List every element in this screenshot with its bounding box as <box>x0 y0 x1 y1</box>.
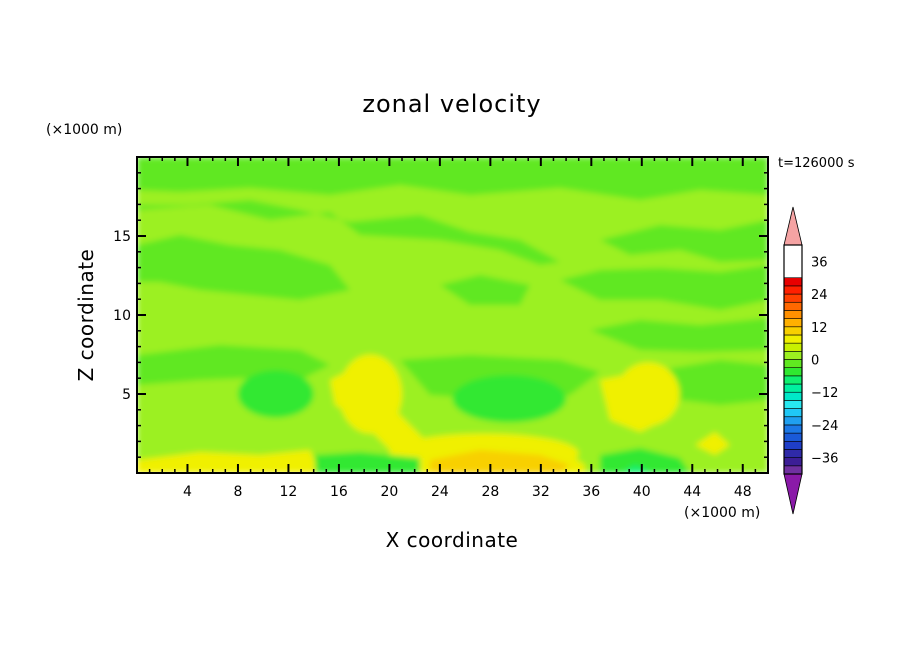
chart-title: zonal velocity <box>362 90 541 118</box>
colorbar-tick-label: 12 <box>811 321 828 336</box>
y-tick-label: 15 <box>113 229 131 245</box>
colorbar-segment <box>783 334 803 344</box>
colorbar-segment <box>783 293 803 303</box>
field-band-5 <box>560 265 768 310</box>
field-band-4 <box>600 220 768 262</box>
x-tick-label: 20 <box>380 484 398 500</box>
colorbar-tick-label: 36 <box>811 255 828 270</box>
colorbar-segment <box>783 465 803 475</box>
colorbar-segment <box>783 359 803 368</box>
field-east-bump <box>600 372 670 432</box>
colorbar-segment <box>783 416 803 426</box>
colorbar-segment <box>783 277 803 287</box>
x-tick-label: 36 <box>582 484 600 500</box>
colorbar-segment <box>783 301 803 311</box>
colorbar-segment <box>783 367 803 377</box>
colorbar-tick-label: 24 <box>811 288 828 303</box>
colorbar-tick-label: −36 <box>811 452 838 467</box>
field-band-lower-right <box>660 360 768 405</box>
colorbar-segment <box>783 326 803 336</box>
y-axis-label: Z coordinate <box>74 249 98 382</box>
colorbar-segment <box>783 457 803 467</box>
x-tick-label: 12 <box>280 484 298 500</box>
field-ridge-core <box>430 450 570 473</box>
field-east-small <box>695 432 730 455</box>
colorbar-segment <box>783 318 803 328</box>
x-tick-label: 8 <box>233 484 242 500</box>
x-tick-label: 32 <box>532 484 550 500</box>
field-region-1 <box>237 370 314 418</box>
colorbar-segment <box>783 440 803 450</box>
field-band-2 <box>137 200 560 265</box>
colorbar-tick-label: 0 <box>811 354 819 369</box>
field-layer <box>137 157 768 473</box>
colorbar-segment <box>783 424 803 434</box>
x-tick-label: 16 <box>330 484 348 500</box>
field-band-3 <box>137 235 350 300</box>
colorbar-segment <box>783 432 803 442</box>
x-tick-label: 40 <box>633 484 651 500</box>
y-unit-label: (×1000 m) <box>46 122 122 138</box>
field-band-6 <box>440 275 530 305</box>
colorbar-segment <box>783 285 803 295</box>
field-surface-cold-east <box>600 448 690 473</box>
y-tick-label: 10 <box>113 308 131 324</box>
field-region-2 <box>452 375 567 423</box>
field-band-7 <box>590 318 768 352</box>
x-tick-label: 4 <box>183 484 192 500</box>
x-tick-label: 24 <box>431 484 449 500</box>
colorbar-frame <box>783 244 803 475</box>
x-tick-label: 44 <box>683 484 701 500</box>
time-label: t=126000 s <box>778 156 855 171</box>
colorbar-segment <box>783 310 803 319</box>
colorbar: 36 24 12 0 −12 −24 −36 <box>783 206 838 515</box>
y-tick-label: 5 <box>122 387 131 403</box>
x-axis-label: X coordinate <box>386 528 519 552</box>
colorbar-segment <box>783 375 803 385</box>
colorbar-segment <box>783 351 803 360</box>
colorbar-over-arrow <box>783 206 803 246</box>
colorbar-tick-label: −12 <box>811 386 838 401</box>
colorbar-segment <box>783 400 803 409</box>
field-band-1 <box>137 157 768 200</box>
y-axis: 5 10 15 <box>113 172 768 458</box>
colorbar-tick-label: −24 <box>811 419 838 434</box>
x-tick-label: 48 <box>734 484 752 500</box>
colorbar-segment <box>783 449 803 458</box>
colorbar-under-arrow <box>783 473 803 515</box>
x-axis: 4 8 12 16 20 24 28 32 36 40 44 48 <box>148 157 757 500</box>
colorbar-segment <box>783 408 803 418</box>
field-ridge <box>330 370 585 473</box>
x-unit-label: (×1000 m) <box>684 505 760 521</box>
x-tick-label: 28 <box>481 484 499 500</box>
colorbar-segment <box>783 342 803 352</box>
colorbar-segment <box>783 383 803 393</box>
field-surface-cold-mid <box>315 452 420 473</box>
field-surface-warm-left <box>137 450 320 473</box>
colorbar-segment <box>783 391 803 401</box>
plot-area <box>137 157 768 473</box>
